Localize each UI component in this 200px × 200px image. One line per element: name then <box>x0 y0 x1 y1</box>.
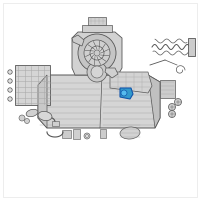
Bar <box>160 80 175 98</box>
Circle shape <box>174 98 182 106</box>
Ellipse shape <box>26 109 38 117</box>
Bar <box>100 129 106 138</box>
Bar <box>62 130 71 138</box>
Polygon shape <box>148 75 160 128</box>
Circle shape <box>8 88 12 92</box>
Circle shape <box>8 97 12 101</box>
Bar <box>188 38 195 56</box>
Circle shape <box>87 62 107 82</box>
Bar <box>88 17 106 25</box>
Circle shape <box>24 118 30 123</box>
Polygon shape <box>120 88 133 99</box>
Circle shape <box>94 50 100 56</box>
Circle shape <box>121 90 127 96</box>
Circle shape <box>78 34 116 72</box>
Bar <box>73 129 80 139</box>
Circle shape <box>8 79 12 83</box>
Circle shape <box>8 70 12 74</box>
Polygon shape <box>72 32 122 75</box>
Circle shape <box>90 46 104 60</box>
Polygon shape <box>38 75 160 128</box>
Polygon shape <box>38 75 47 128</box>
Polygon shape <box>110 72 152 93</box>
Polygon shape <box>105 68 118 78</box>
Bar <box>82 25 112 32</box>
Circle shape <box>168 104 176 110</box>
Circle shape <box>19 115 25 121</box>
Polygon shape <box>72 35 84 46</box>
Circle shape <box>84 133 90 139</box>
Circle shape <box>168 110 176 117</box>
Ellipse shape <box>120 127 140 139</box>
Circle shape <box>86 134 88 138</box>
Circle shape <box>84 40 110 66</box>
Bar <box>52 121 59 126</box>
Circle shape <box>91 66 103 78</box>
Ellipse shape <box>38 111 52 121</box>
Bar <box>15 65 50 105</box>
